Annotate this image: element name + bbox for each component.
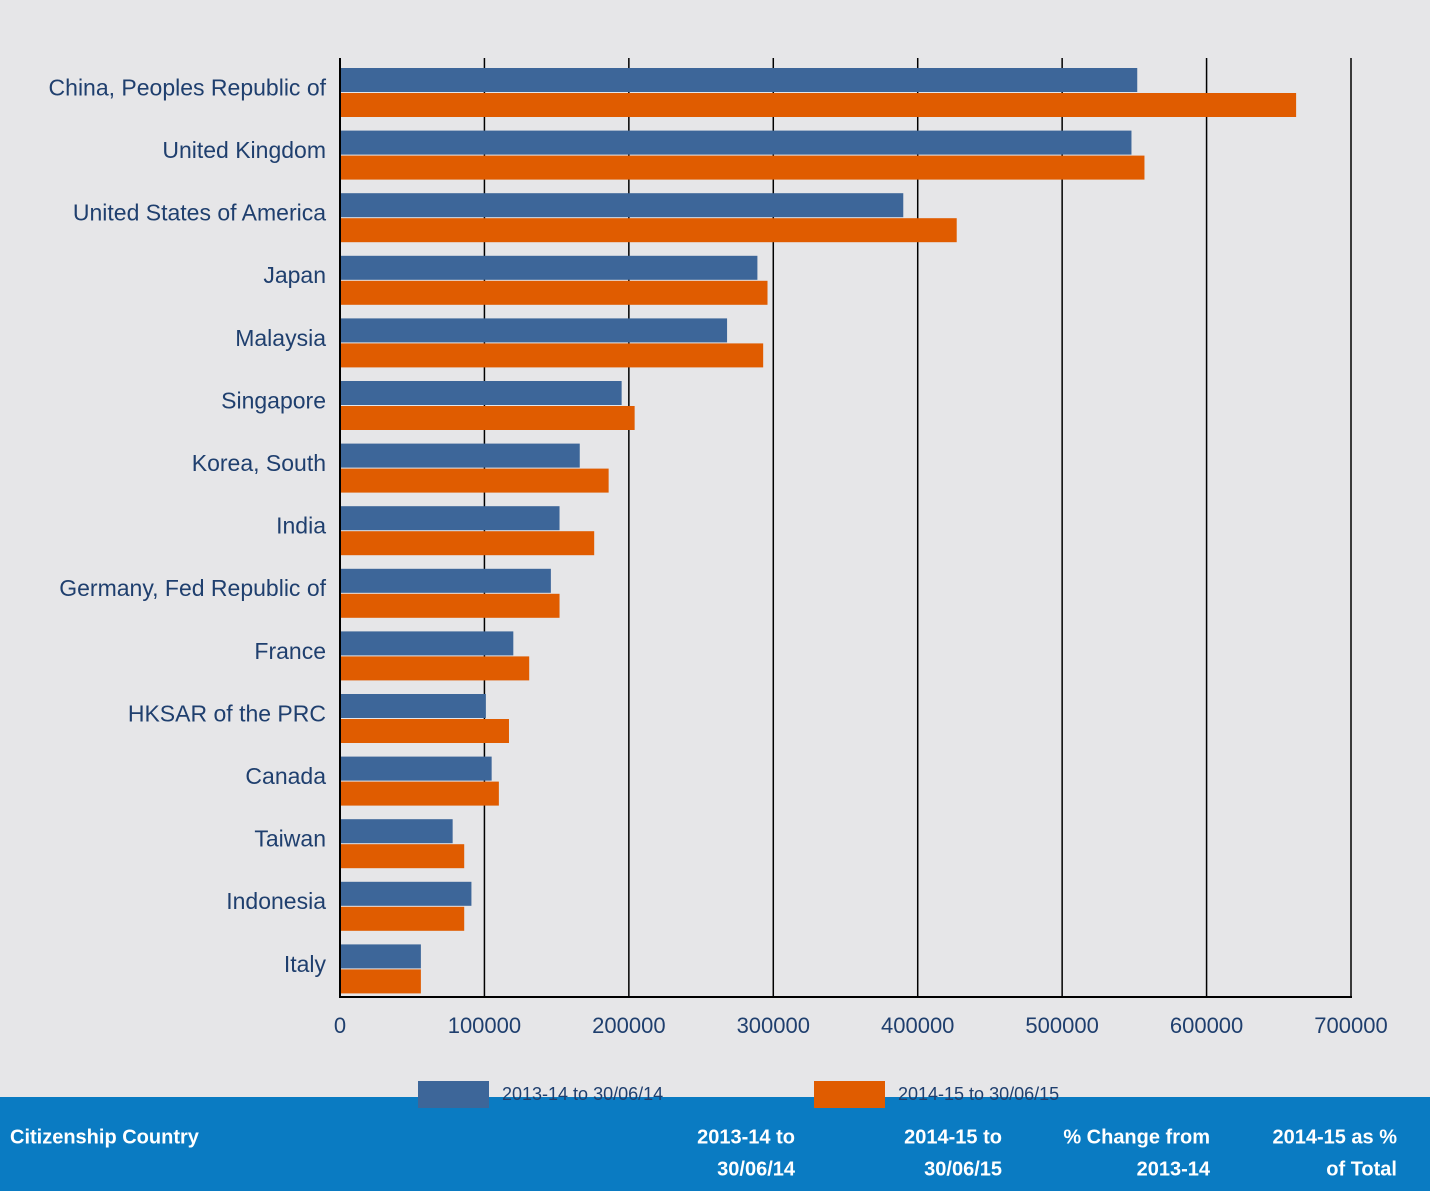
bar xyxy=(340,406,635,430)
column-header: 2014-15 as % xyxy=(1272,1126,1397,1148)
bar xyxy=(340,881,472,906)
bar xyxy=(340,844,465,869)
legend-label: 2013-14 to 30/06/14 xyxy=(502,1084,663,1104)
y-tick-label: United Kingdom xyxy=(162,137,326,163)
bar xyxy=(340,218,957,243)
bar xyxy=(340,694,486,718)
x-tick-label: 500000 xyxy=(1025,1013,1098,1038)
legend-swatch xyxy=(814,1081,885,1108)
column-header: 30/06/15 xyxy=(924,1158,1002,1180)
bar xyxy=(340,568,551,593)
legend-swatch xyxy=(418,1081,489,1108)
y-tick-label: Indonesia xyxy=(226,888,326,914)
x-tick-label: 400000 xyxy=(881,1013,954,1038)
bar xyxy=(340,819,453,844)
bar xyxy=(340,631,514,656)
bar xyxy=(340,381,622,405)
bar xyxy=(340,68,1138,92)
bar xyxy=(340,506,560,531)
y-tick-label: Singapore xyxy=(221,387,326,413)
table-header xyxy=(0,1097,1430,1191)
bar xyxy=(340,155,1145,180)
column-header: 30/06/14 xyxy=(717,1158,796,1180)
bar xyxy=(340,468,609,493)
y-tick-label: France xyxy=(254,638,326,664)
bar xyxy=(340,719,509,743)
bar xyxy=(340,944,421,969)
bar xyxy=(340,193,904,218)
column-header: 2013-14 xyxy=(1137,1158,1211,1180)
column-header: Citizenship Country xyxy=(10,1126,200,1148)
y-tick-label: United States of America xyxy=(73,200,326,226)
bar xyxy=(340,255,758,280)
x-tick-label: 300000 xyxy=(737,1013,810,1038)
bar xyxy=(340,656,530,681)
legend-label: 2014-15 to 30/06/15 xyxy=(898,1084,1059,1104)
x-tick-label: 600000 xyxy=(1170,1013,1243,1038)
y-tick-label: Canada xyxy=(245,763,326,789)
y-tick-label: China, Peoples Republic of xyxy=(49,74,327,100)
column-header: of Total xyxy=(1326,1158,1397,1180)
bar xyxy=(340,756,492,781)
bar xyxy=(340,343,764,368)
bar xyxy=(340,93,1297,117)
bar xyxy=(340,531,595,556)
column-header: % Change from xyxy=(1063,1126,1210,1148)
x-tick-label: 700000 xyxy=(1314,1013,1387,1038)
column-header: 2013-14 to xyxy=(697,1126,795,1148)
bar xyxy=(340,130,1132,155)
x-tick-label: 0 xyxy=(334,1013,346,1038)
x-tick-label: 200000 xyxy=(592,1013,665,1038)
bar xyxy=(340,443,580,468)
bar xyxy=(340,781,499,806)
y-tick-label: Taiwan xyxy=(254,826,326,852)
y-tick-label: Japan xyxy=(263,262,326,288)
y-tick-label: Malaysia xyxy=(235,325,326,351)
bar xyxy=(340,906,465,931)
y-tick-label: Germany, Fed Republic of xyxy=(59,575,326,601)
y-tick-label: HKSAR of the PRC xyxy=(128,700,326,726)
bar xyxy=(340,969,421,994)
column-header: 2014-15 to xyxy=(904,1126,1002,1148)
y-tick-label: Korea, South xyxy=(192,450,326,476)
bar xyxy=(340,280,768,305)
x-tick-label: 100000 xyxy=(448,1013,521,1038)
bar xyxy=(340,318,728,343)
y-tick-label: India xyxy=(276,513,326,539)
y-tick-label: Italy xyxy=(284,951,327,977)
bar xyxy=(340,593,560,618)
